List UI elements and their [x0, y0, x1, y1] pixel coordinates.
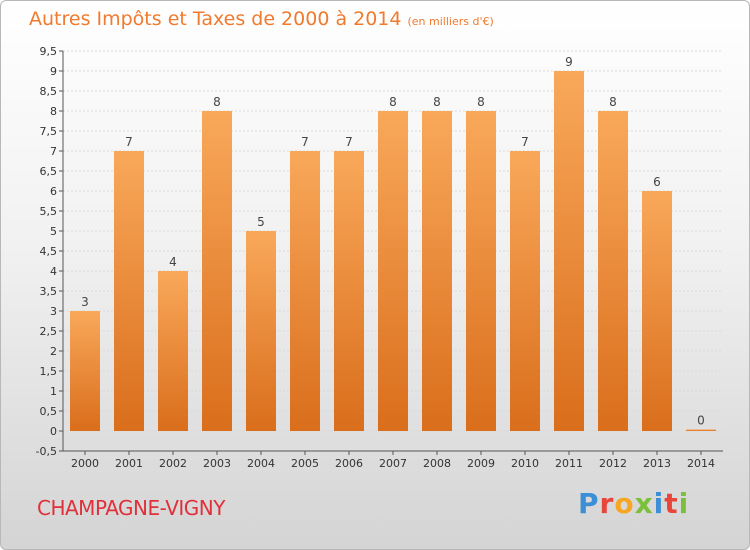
- x-tick-label: 2014: [687, 457, 715, 470]
- x-tick-label: 2008: [423, 457, 451, 470]
- y-tick-label: 4: [50, 265, 57, 278]
- bar: [246, 231, 276, 431]
- bar-value-label: 7: [301, 135, 309, 149]
- x-tick-label: 2004: [247, 457, 275, 470]
- bar-value-label: 7: [125, 135, 133, 149]
- bar-value-label: 6: [653, 175, 661, 189]
- x-tick-label: 2011: [555, 457, 583, 470]
- bar: [70, 311, 100, 431]
- x-tick-label: 2005: [291, 457, 319, 470]
- bar: [554, 71, 584, 431]
- y-tick-label: 3,5: [40, 285, 58, 298]
- bar-value-label: 7: [521, 135, 529, 149]
- chart-title: Autres Impôts et Taxes de 2000 à 2014 (en…: [29, 8, 494, 30]
- axes: [59, 50, 723, 455]
- x-tick-label: 2009: [467, 457, 495, 470]
- x-tick-label: 2000: [71, 457, 99, 470]
- x-tick-label: 2012: [599, 457, 627, 470]
- proxiti-logo: Proxiti: [578, 487, 689, 520]
- bar: [686, 429, 716, 431]
- y-tick-label: 1: [50, 385, 57, 398]
- commune-name: CHAMPAGNE-VIGNY: [37, 496, 225, 520]
- bar-value-label: 0: [697, 414, 705, 428]
- bar-value-label: 5: [257, 215, 265, 229]
- bar: [202, 111, 232, 431]
- y-tick-label: 6: [50, 185, 57, 198]
- y-tick-label: 7: [50, 145, 57, 158]
- x-tick-label: 2003: [203, 457, 231, 470]
- bar: [114, 151, 144, 431]
- bar-value-label: 8: [477, 95, 485, 109]
- logo-letter: i: [653, 487, 665, 520]
- logo-letter: o: [614, 487, 635, 520]
- y-tick-label: 9,5: [40, 45, 58, 58]
- y-tick-label: 7,5: [40, 125, 58, 138]
- logo-letter: t: [664, 487, 679, 520]
- y-tick-label: 1,5: [40, 365, 58, 378]
- x-tick-label: 2013: [643, 457, 671, 470]
- bar: [378, 111, 408, 431]
- bar: [466, 111, 496, 431]
- bar-value-label: 8: [609, 95, 617, 109]
- bar: [510, 151, 540, 431]
- bar-value-label: 7: [345, 135, 353, 149]
- bar: [642, 191, 672, 431]
- bar: [598, 111, 628, 431]
- y-tick-label: 5: [50, 225, 57, 238]
- x-tick-label: 2006: [335, 457, 363, 470]
- x-tick-label: 2007: [379, 457, 407, 470]
- logo-letter: P: [578, 487, 600, 520]
- y-tick-label: 2,5: [40, 325, 58, 338]
- bar: [334, 151, 364, 431]
- bar: [290, 151, 320, 431]
- chart-subtitle: (en milliers d'€): [407, 15, 494, 28]
- y-tick-label: 8,5: [40, 85, 58, 98]
- x-tick-label: 2010: [511, 457, 539, 470]
- bar: [158, 271, 188, 431]
- bar-value-label: 8: [433, 95, 441, 109]
- y-tick-label: 0: [50, 425, 57, 438]
- x-tick-label: 2001: [115, 457, 143, 470]
- y-tick-label: 8: [50, 105, 57, 118]
- bar: [422, 111, 452, 431]
- chart-title-text: Autres Impôts et Taxes de 2000 à 2014: [29, 8, 402, 30]
- bar-value-label: 4: [169, 255, 177, 269]
- y-tick-label: 0,5: [40, 405, 58, 418]
- bars: [70, 71, 716, 431]
- y-tick-label: 4,5: [40, 245, 58, 258]
- bar-value-label: 8: [213, 95, 221, 109]
- y-tick-label: 5,5: [40, 205, 58, 218]
- y-tick-label: -0,5: [36, 445, 57, 458]
- y-tick-label: 9: [50, 65, 57, 78]
- logo-letter: x: [634, 487, 654, 520]
- y-tick-label: 3: [50, 305, 57, 318]
- x-tick-label: 2002: [159, 457, 187, 470]
- y-tick-label: 2: [50, 345, 57, 358]
- logo-letter: r: [599, 487, 615, 520]
- bar-value-label: 8: [389, 95, 397, 109]
- y-tick-label: 6,5: [40, 165, 58, 178]
- bar-value-label: 9: [565, 55, 573, 69]
- labels: -0,5 0 0,5 1 1,5 2 2,5 3 3,5 4 4,5 5 5,5 6 6,5 7 7,5 8 8,5…: [36, 45, 715, 470]
- bar-value-label: 3: [81, 295, 89, 309]
- logo-letter: i: [678, 487, 690, 520]
